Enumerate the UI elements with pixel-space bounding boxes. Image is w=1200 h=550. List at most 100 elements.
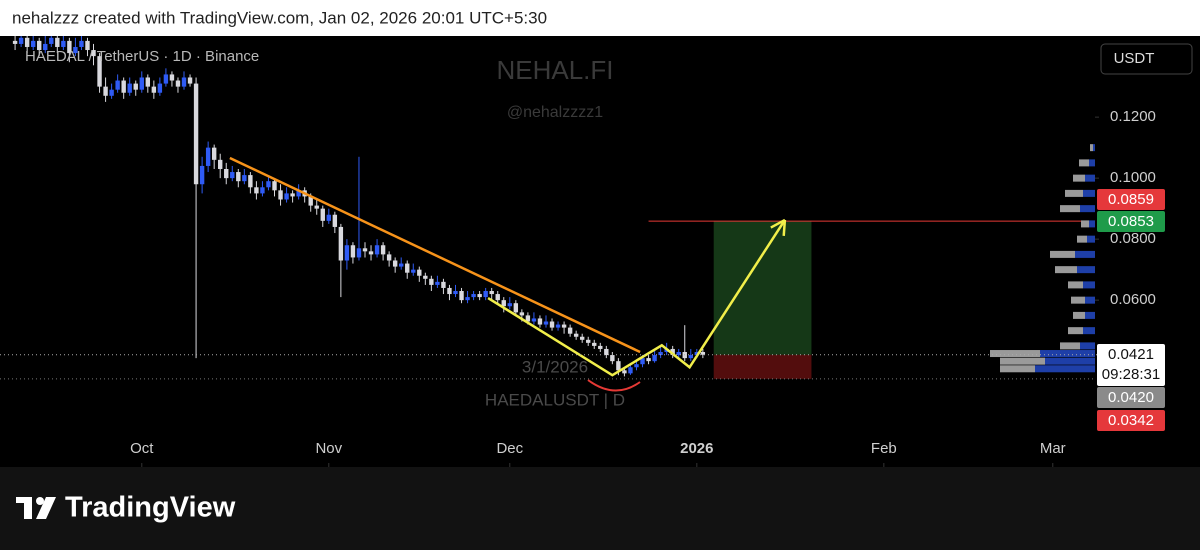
price-label: 0.0421 <box>1108 346 1154 363</box>
price-label-box <box>1097 344 1165 386</box>
chart-area <box>0 36 1200 467</box>
candle-body <box>453 291 458 295</box>
candle-body <box>350 245 356 258</box>
candle-body <box>103 86 108 96</box>
price-label: 0.0859 <box>1108 191 1154 208</box>
candle-body <box>640 358 645 365</box>
volume-up <box>1083 189 1095 197</box>
candle-body <box>513 303 519 313</box>
plot <box>0 36 1095 380</box>
candle-body <box>242 175 247 182</box>
candle-body <box>254 187 259 194</box>
candle-body <box>658 352 663 356</box>
projection-path <box>487 219 786 377</box>
candle-body <box>441 281 446 288</box>
volume-down <box>1090 144 1093 152</box>
volume-down <box>1073 311 1085 319</box>
candle-body <box>272 181 277 191</box>
candle-body <box>320 208 325 221</box>
candle-body <box>694 352 700 356</box>
candle-body <box>465 297 470 301</box>
candle-body <box>489 291 494 295</box>
arrow-head <box>770 218 786 229</box>
volume-up <box>1077 266 1095 274</box>
logo-part <box>36 497 44 505</box>
price-label-box <box>1097 410 1165 431</box>
credit: nehalzzz created with TradingView.com, J… <box>12 8 547 27</box>
handle: @nehalzzzz1 <box>507 104 603 121</box>
candle-body <box>676 352 681 356</box>
candle-body <box>326 214 332 221</box>
x-tick-label: 2026 <box>680 440 713 457</box>
volume-up <box>1085 174 1095 182</box>
candle-body <box>700 352 706 355</box>
candle-body <box>507 303 512 307</box>
volume-up <box>1080 342 1095 350</box>
candle-body <box>610 355 615 362</box>
currency-label: USDT <box>1114 50 1155 67</box>
candle-body <box>115 80 120 90</box>
volume-down <box>990 350 1040 358</box>
volume-up <box>1087 235 1095 243</box>
candle-body <box>688 355 693 359</box>
candle-body <box>670 348 675 356</box>
candle-body <box>218 159 223 169</box>
price-labels: 0.0859 0.0853 0.0421 09:28:31 0.0420 0.0… <box>1097 189 1165 431</box>
candle-body <box>127 83 132 93</box>
x-tick-label: Oct <box>130 440 154 457</box>
candle-body <box>525 315 531 322</box>
candle-body <box>429 278 434 285</box>
candle-body <box>91 50 96 57</box>
volume-up <box>1080 205 1095 213</box>
logo-part <box>36 497 56 519</box>
candle-body <box>157 83 163 93</box>
candle-body <box>398 263 404 267</box>
stop-zone <box>713 354 812 379</box>
y-tick-label: 0.1200 <box>1110 108 1156 125</box>
x-tick-label: Dec <box>496 440 523 457</box>
header-bar <box>0 0 1200 36</box>
candle-body <box>314 205 319 209</box>
volume-down <box>1071 296 1085 304</box>
candle-body <box>236 172 241 182</box>
y-tick-label: 0.0600 <box>1110 291 1156 308</box>
brand: TradingView <box>65 492 236 524</box>
candle-body <box>139 77 144 90</box>
candle-body <box>163 74 169 84</box>
candle-body <box>181 77 187 87</box>
candle-body <box>368 251 374 255</box>
candle-body <box>549 321 555 328</box>
volume-up <box>1083 281 1095 289</box>
candle-body <box>567 327 573 334</box>
volume-down <box>1081 220 1089 228</box>
candle-body <box>459 291 464 301</box>
candle-body <box>187 77 193 84</box>
volume-down <box>1060 205 1080 213</box>
candle-body <box>495 294 500 301</box>
volume-up <box>1040 350 1095 358</box>
volume-down <box>1068 327 1083 335</box>
candle-body <box>97 56 102 87</box>
candle-body <box>417 269 422 276</box>
candle-body <box>169 74 175 81</box>
candle-body <box>248 175 253 188</box>
candle-body <box>211 147 217 160</box>
candle-body <box>374 245 380 255</box>
price-label-box <box>1097 387 1165 408</box>
candle-body <box>501 300 506 307</box>
currency-button[interactable] <box>1100 43 1193 75</box>
candle-body <box>67 40 72 54</box>
candle-body <box>592 342 597 346</box>
volume-down <box>1055 266 1077 274</box>
volume-up <box>1089 159 1095 167</box>
candle-body <box>109 89 114 96</box>
candle-body <box>332 214 338 227</box>
volume-up <box>1085 311 1095 319</box>
candle-body <box>37 40 42 51</box>
candle-body <box>555 324 561 328</box>
volume-down <box>1065 189 1083 197</box>
volume-down <box>1068 281 1083 289</box>
volume-up <box>1089 220 1095 228</box>
candle-body <box>193 83 199 185</box>
candle-body <box>477 294 482 298</box>
